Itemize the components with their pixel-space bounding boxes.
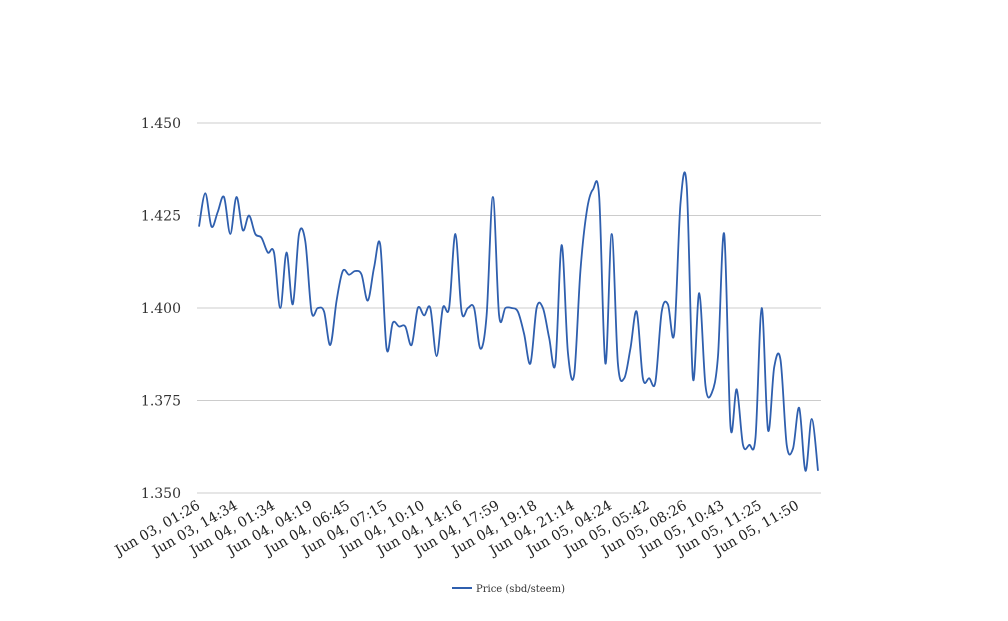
y-tick-label: 1.425 xyxy=(141,209,181,225)
series-layer xyxy=(198,171,819,472)
legend-label: Price (sbd/steem) xyxy=(476,584,565,595)
y-axis: 1.350 1.375 1.400 1.425 1.450 xyxy=(141,116,181,502)
y-tick-label: 1.375 xyxy=(141,394,181,410)
y-tick-label: 1.400 xyxy=(141,301,181,317)
y-tick-label: 1.350 xyxy=(141,486,181,502)
series-line-price xyxy=(198,171,819,472)
y-tick-label: 1.450 xyxy=(141,116,181,132)
legend: Price (sbd/steem) xyxy=(452,584,565,595)
